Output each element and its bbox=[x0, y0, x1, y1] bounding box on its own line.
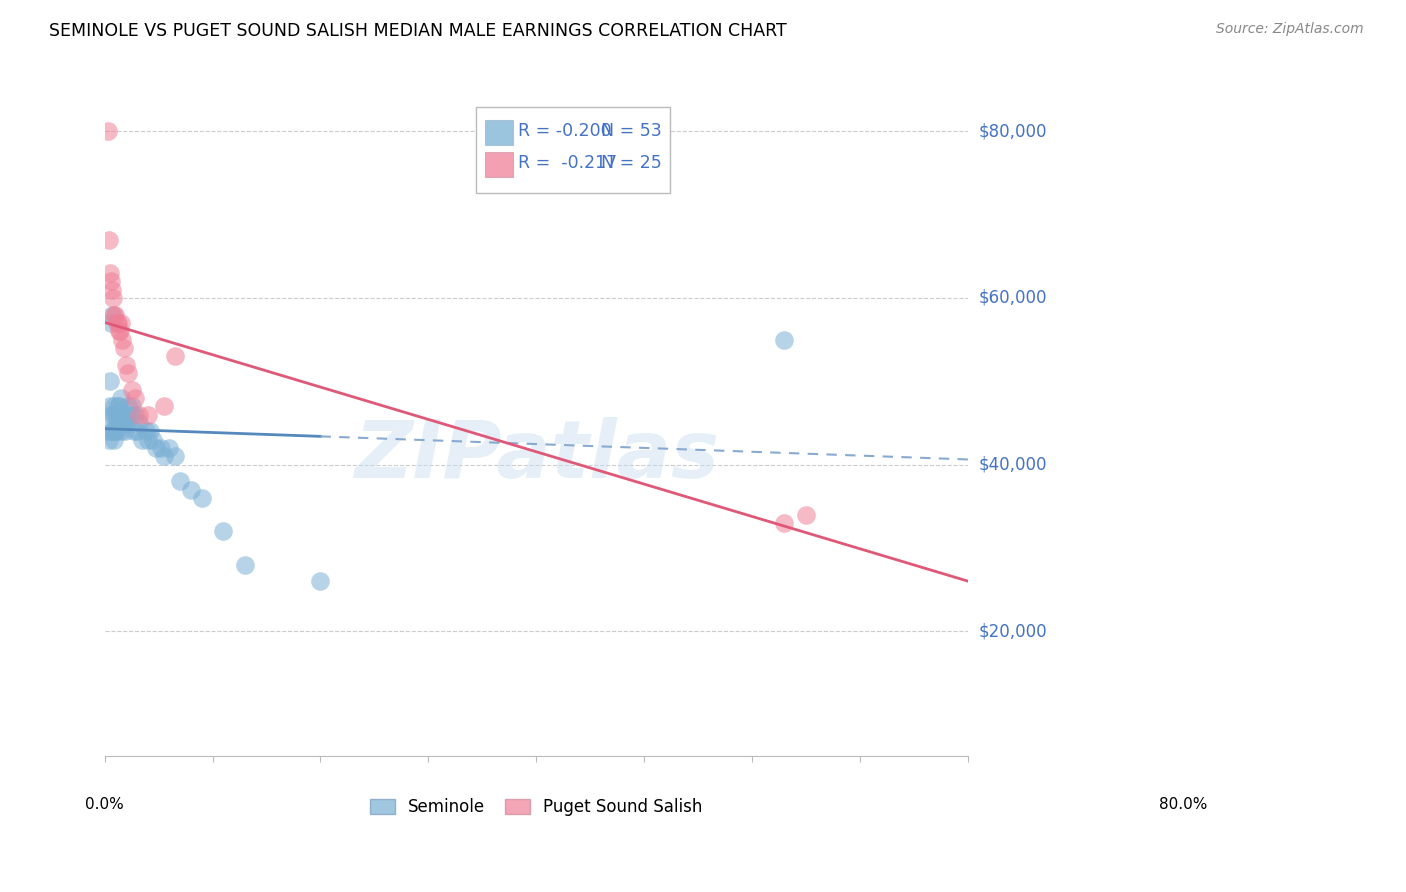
Point bbox=[124, 408, 146, 422]
Point bbox=[117, 366, 139, 380]
Point bbox=[115, 358, 138, 372]
Point bbox=[108, 416, 131, 430]
Point bbox=[107, 399, 129, 413]
Point bbox=[103, 408, 125, 422]
Point bbox=[212, 524, 235, 539]
Point bbox=[103, 308, 125, 322]
Point bbox=[309, 574, 332, 589]
Point bbox=[115, 408, 138, 422]
Point bbox=[128, 416, 150, 430]
FancyBboxPatch shape bbox=[485, 120, 513, 145]
Point bbox=[233, 558, 256, 572]
Point bbox=[120, 408, 142, 422]
Point bbox=[114, 425, 136, 439]
Point bbox=[110, 316, 132, 330]
Point bbox=[157, 441, 180, 455]
Text: 0.0%: 0.0% bbox=[86, 797, 124, 813]
Text: Source: ZipAtlas.com: Source: ZipAtlas.com bbox=[1216, 22, 1364, 37]
Point bbox=[773, 333, 796, 347]
Point bbox=[107, 399, 129, 413]
Point bbox=[105, 316, 128, 330]
Point bbox=[107, 416, 129, 430]
Point bbox=[180, 483, 202, 497]
Point bbox=[112, 341, 135, 355]
Point bbox=[97, 425, 120, 439]
Text: $80,000: $80,000 bbox=[979, 122, 1047, 140]
Point bbox=[111, 416, 134, 430]
Point bbox=[125, 425, 148, 439]
Point bbox=[107, 316, 129, 330]
Point bbox=[117, 399, 139, 413]
Text: N = 53: N = 53 bbox=[600, 122, 662, 140]
Point bbox=[169, 475, 191, 489]
Text: R =  -0.217: R = -0.217 bbox=[519, 154, 617, 172]
Point bbox=[153, 450, 176, 464]
Point bbox=[163, 450, 186, 464]
Point bbox=[110, 391, 132, 405]
Point bbox=[98, 374, 121, 388]
Point bbox=[108, 324, 131, 338]
Point bbox=[104, 308, 127, 322]
Text: SEMINOLE VS PUGET SOUND SALISH MEDIAN MALE EARNINGS CORRELATION CHART: SEMINOLE VS PUGET SOUND SALISH MEDIAN MA… bbox=[49, 22, 787, 40]
Point bbox=[100, 274, 122, 288]
Legend: Seminole, Puget Sound Salish: Seminole, Puget Sound Salish bbox=[363, 792, 710, 823]
Point bbox=[139, 425, 162, 439]
Text: $40,000: $40,000 bbox=[979, 456, 1047, 474]
Text: ZIPatlas: ZIPatlas bbox=[354, 417, 718, 495]
Point bbox=[153, 399, 176, 413]
Point bbox=[105, 408, 128, 422]
Point bbox=[98, 233, 121, 247]
Point bbox=[121, 399, 143, 413]
Point bbox=[145, 441, 167, 455]
Point bbox=[117, 416, 139, 430]
Point bbox=[112, 416, 135, 430]
Point bbox=[124, 391, 146, 405]
Point bbox=[773, 516, 796, 530]
Point bbox=[101, 308, 124, 322]
Text: R = -0.200: R = -0.200 bbox=[519, 122, 612, 140]
Point bbox=[100, 316, 122, 330]
Text: N = 25: N = 25 bbox=[600, 154, 662, 172]
Point bbox=[128, 408, 150, 422]
Point bbox=[101, 425, 124, 439]
Point bbox=[107, 324, 129, 338]
Point bbox=[136, 408, 159, 422]
Point bbox=[103, 433, 125, 447]
Point bbox=[98, 266, 121, 280]
Point bbox=[100, 408, 122, 422]
Point bbox=[191, 491, 214, 505]
Point bbox=[111, 333, 134, 347]
Point bbox=[103, 425, 125, 439]
Point bbox=[104, 408, 127, 422]
Point bbox=[103, 291, 125, 305]
Text: 80.0%: 80.0% bbox=[1160, 797, 1208, 813]
Point bbox=[107, 408, 129, 422]
Point bbox=[103, 399, 125, 413]
Point bbox=[104, 425, 127, 439]
Point bbox=[794, 508, 817, 522]
Point bbox=[122, 425, 145, 439]
Point bbox=[110, 425, 132, 439]
Point bbox=[97, 124, 120, 138]
FancyBboxPatch shape bbox=[485, 153, 513, 177]
Point bbox=[111, 408, 134, 422]
Text: $20,000: $20,000 bbox=[979, 623, 1047, 640]
Point bbox=[149, 441, 172, 455]
Text: $60,000: $60,000 bbox=[979, 289, 1047, 307]
Point bbox=[135, 425, 157, 439]
Point bbox=[105, 425, 128, 439]
Point bbox=[131, 433, 153, 447]
Point bbox=[98, 433, 121, 447]
Point bbox=[98, 399, 121, 413]
Point bbox=[121, 383, 143, 397]
Point bbox=[163, 349, 186, 363]
Point bbox=[142, 433, 165, 447]
Point bbox=[101, 283, 124, 297]
FancyBboxPatch shape bbox=[475, 107, 671, 193]
Point bbox=[136, 433, 159, 447]
